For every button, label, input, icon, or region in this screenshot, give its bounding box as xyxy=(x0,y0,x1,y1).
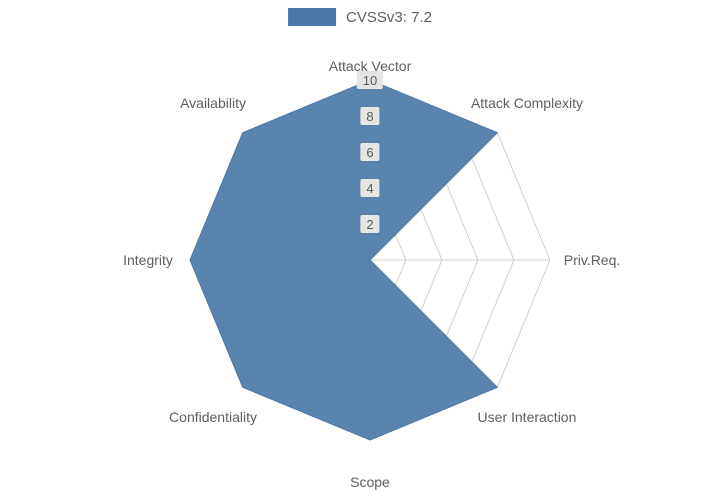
tick-label: 4 xyxy=(360,179,379,197)
radar-chart: CVSSv3: 7.2 246810Attack VectorAttack Co… xyxy=(0,0,720,504)
chart-legend: CVSSv3: 7.2 xyxy=(288,8,432,26)
axis-label: Confidentiality xyxy=(169,409,257,425)
axis-label: Attack Complexity xyxy=(471,95,583,111)
axis-label: Scope xyxy=(350,474,390,490)
tick-label: 2 xyxy=(360,215,379,233)
legend-swatch xyxy=(288,8,336,26)
tick-label: 8 xyxy=(360,107,379,125)
axis-label: Integrity xyxy=(123,252,173,268)
tick-label: 6 xyxy=(360,143,379,161)
axis-label: Attack Vector xyxy=(329,58,411,74)
axis-label: User Interaction xyxy=(478,409,577,425)
axis-label: Priv.Req. xyxy=(564,252,621,268)
axis-label: Availability xyxy=(180,95,246,111)
legend-label: CVSSv3: 7.2 xyxy=(346,9,432,26)
